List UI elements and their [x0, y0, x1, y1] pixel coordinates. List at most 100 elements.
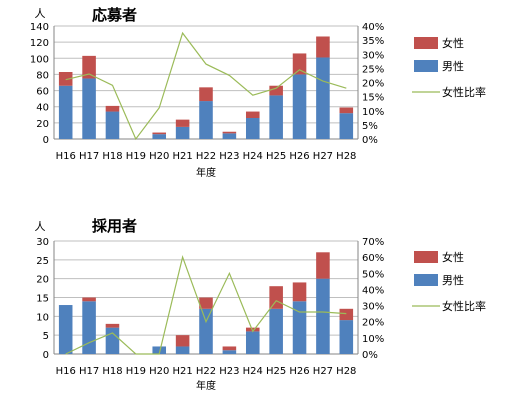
- bar-female: [82, 55, 96, 79]
- y-tick-label: 100: [30, 54, 49, 65]
- y-tick-label: 80: [36, 70, 49, 81]
- bar-male: [292, 74, 307, 139]
- y2-tick-label: 15%: [362, 93, 384, 104]
- x-tick-label: H19: [126, 366, 146, 377]
- y2-tick-label: 25%: [362, 64, 384, 75]
- chart-title: 採用者: [92, 217, 137, 235]
- y-tick-label: 60: [36, 87, 49, 98]
- y2-tick-label: 70%: [362, 237, 384, 248]
- bar-female: [339, 107, 354, 114]
- bar-male: [175, 346, 190, 354]
- x-tick-label: H27: [313, 366, 333, 377]
- x-axis-label: 年度: [196, 379, 216, 392]
- bar-male: [105, 111, 120, 139]
- y2-tick-label: 50%: [362, 269, 384, 280]
- legend-swatch: [414, 60, 438, 72]
- bar-male: [58, 85, 73, 139]
- bar-male: [269, 95, 283, 139]
- bar-male: [245, 118, 260, 139]
- y-tick-label: 140: [30, 22, 49, 33]
- y2-tick-label: 30%: [362, 50, 384, 61]
- bar-male: [222, 350, 237, 354]
- y2-tick-label: 10%: [362, 107, 384, 118]
- legend-label: 男性: [442, 59, 464, 73]
- x-tick-label: H20: [149, 366, 169, 377]
- bar-female: [245, 111, 260, 119]
- x-tick-label: H28: [336, 151, 356, 162]
- x-tick-label: H20: [149, 151, 169, 162]
- x-tick-label: H19: [126, 151, 146, 162]
- bar-male: [58, 305, 73, 354]
- bar-male: [199, 101, 213, 139]
- y-tick-label: 0: [43, 350, 49, 361]
- x-tick-label: H26: [289, 366, 309, 377]
- y2-tick-label: 40%: [362, 285, 384, 296]
- legend-label: 女性比率: [442, 85, 486, 99]
- y2-tick-label: 35%: [362, 36, 384, 47]
- x-tick-label: H16: [56, 366, 76, 377]
- y2-tick-label: 30%: [362, 302, 384, 313]
- legend-swatch: [414, 274, 438, 286]
- x-tick-label: H21: [172, 151, 192, 162]
- legend-swatch: [414, 37, 438, 49]
- bar-female: [292, 282, 307, 302]
- bar-male: [292, 301, 307, 354]
- legend-label: 女性: [442, 250, 464, 264]
- x-tick-label: H17: [79, 151, 99, 162]
- bar-male: [152, 346, 167, 354]
- x-tick-label: H25: [266, 151, 286, 162]
- x-tick-label: H26: [289, 151, 309, 162]
- bar-female: [339, 308, 354, 321]
- bar-female: [152, 132, 167, 135]
- bar-male: [245, 331, 260, 354]
- bar-female: [175, 335, 190, 347]
- ratio-line: [65, 255, 347, 355]
- bar-male: [316, 278, 330, 354]
- bar-male: [316, 57, 330, 139]
- bar-female: [316, 252, 330, 279]
- bar-male: [339, 113, 354, 139]
- y-tick-label: 20: [36, 119, 49, 130]
- bar-male: [199, 308, 213, 354]
- bar-female: [269, 85, 283, 96]
- legend-swatch: [414, 251, 438, 263]
- bar-female: [175, 119, 190, 127]
- bar-male: [339, 320, 354, 354]
- x-tick-label: H23: [219, 151, 239, 162]
- bar-female: [316, 36, 330, 58]
- x-tick-label: H17: [79, 366, 99, 377]
- bar-female: [222, 346, 237, 351]
- x-tick-label: H18: [102, 151, 122, 162]
- x-tick-label: H24: [243, 366, 263, 377]
- y-tick-label: 40: [36, 103, 49, 114]
- bar-male: [152, 134, 167, 139]
- y-axis-unit: 人: [35, 220, 46, 233]
- bar-female: [199, 297, 213, 309]
- x-tick-label: H23: [219, 366, 239, 377]
- legend-label: 男性: [442, 273, 464, 287]
- x-tick-label: H27: [313, 151, 333, 162]
- y2-tick-label: 40%: [362, 22, 384, 33]
- y2-tick-label: 10%: [362, 334, 384, 345]
- y-tick-label: 10: [36, 312, 49, 323]
- x-tick-label: H22: [196, 366, 216, 377]
- bar-male: [269, 308, 283, 354]
- x-tick-label: H24: [243, 151, 263, 162]
- bar-female: [245, 327, 260, 332]
- x-tick-label: H21: [172, 366, 192, 377]
- y2-tick-label: 60%: [362, 253, 384, 264]
- y2-tick-label: 20%: [362, 79, 384, 90]
- y-tick-label: 0: [43, 135, 49, 146]
- ratio-line: [65, 31, 347, 141]
- y2-tick-label: 20%: [362, 318, 384, 329]
- y2-tick-label: 0%: [362, 135, 378, 146]
- bar-male: [175, 126, 190, 139]
- y-tick-label: 30: [36, 237, 49, 248]
- bar-female: [82, 297, 96, 302]
- y-axis-unit: 人: [35, 7, 46, 20]
- y-tick-label: 15: [36, 294, 49, 305]
- legend-label: 女性: [442, 36, 464, 50]
- bar-male: [222, 133, 237, 139]
